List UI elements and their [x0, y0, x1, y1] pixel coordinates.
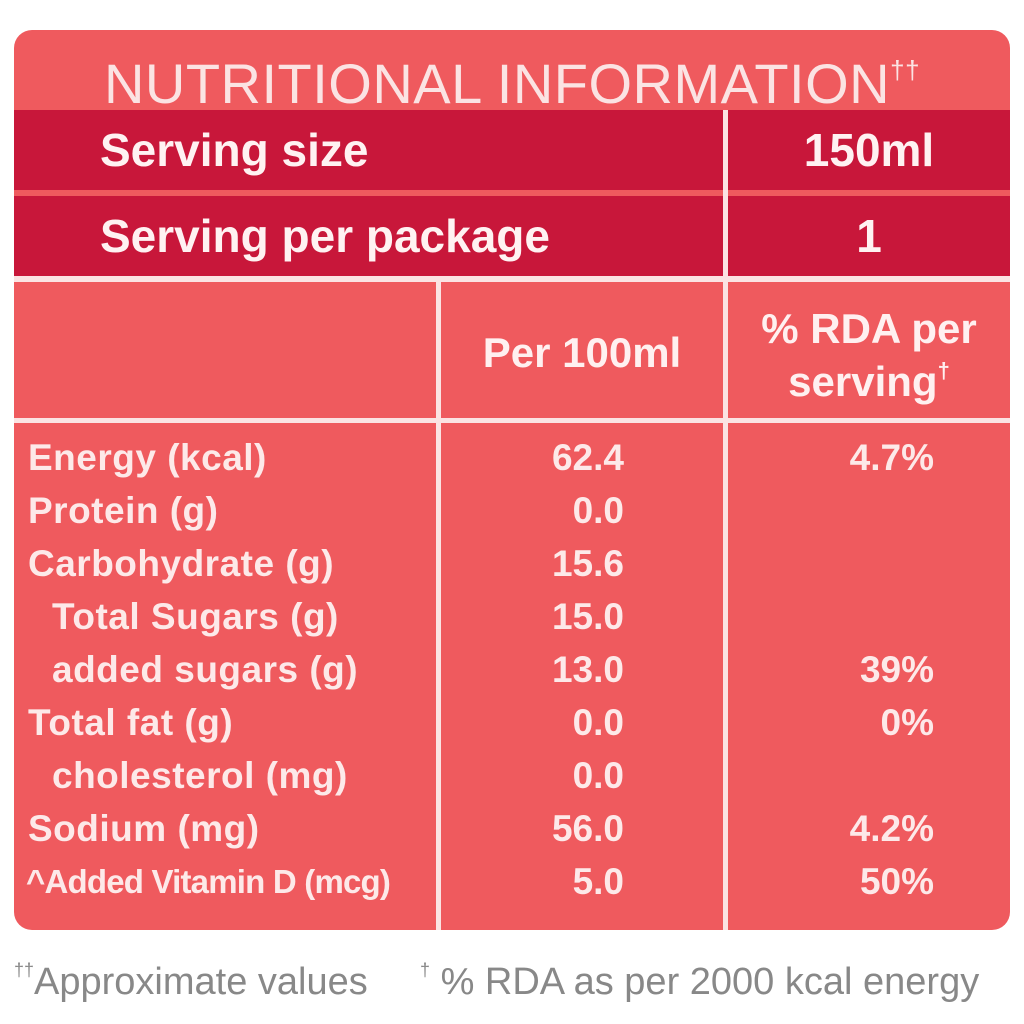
- rda-header: % RDA per serving†: [728, 308, 1010, 403]
- per-100ml-header: Per 100ml: [482, 329, 682, 376]
- rda-header-line1: % RDA per: [761, 305, 977, 352]
- nutrient-per-100ml: 15.0: [551, 596, 624, 637]
- footnote-approx-mark: ††: [14, 960, 35, 980]
- nutrient-row-carbohydrate: Carbohydrate (g) 15.6: [14, 537, 1010, 590]
- rda-header-line2-text: serving: [788, 358, 938, 405]
- footnote-rda-mark: †: [420, 960, 431, 980]
- nutrient-name: Energy (kcal): [28, 437, 267, 478]
- nutrient-row-total-sugars: Total Sugars (g) 15.0: [14, 590, 1010, 643]
- nutrient-rda: 39%: [859, 649, 934, 690]
- nutrient-name: cholesterol (mg): [52, 755, 348, 796]
- nutrient-per-100ml: 56.0: [551, 808, 624, 849]
- nutrient-rda: 4.2%: [849, 808, 934, 849]
- title-footnote-mark: ††: [890, 55, 921, 85]
- column-header-divider: [14, 418, 1010, 423]
- rda-header-line2: serving†: [728, 350, 1010, 403]
- nutrient-rda: 0%: [880, 702, 934, 743]
- nutrient-row-cholesterol: cholesterol (mg) 0.0: [14, 749, 1010, 802]
- rda-header-mark: †: [937, 358, 950, 383]
- nutrient-name: Protein (g): [28, 490, 219, 531]
- servings-per-package-value: 1: [728, 196, 1010, 276]
- nutrient-name: ^Added Vitamin D (mcg): [26, 863, 391, 900]
- nutrient-row-added-sugars: added sugars (g) 13.0 39%: [14, 643, 1010, 696]
- footnote-approx-text: Approximate values: [34, 961, 368, 1003]
- nutrient-per-100ml: 15.6: [551, 543, 624, 584]
- serving-size-label: Serving size: [14, 110, 808, 190]
- nutrient-row-total-fat: Total fat (g) 0.0 0%: [14, 696, 1010, 749]
- nutrient-row-sodium: Sodium (mg) 56.0 4.2%: [14, 802, 1010, 855]
- nutrient-row-vitamin-d: ^Added Vitamin D (mcg) 5.0 50%: [14, 855, 1010, 908]
- nutrient-row-protein: Protein (g) 0.0: [14, 484, 1010, 537]
- column-divider-2: [723, 110, 728, 930]
- table-title: NUTRITIONAL INFORMATION††: [14, 30, 1010, 115]
- nutrient-name: Total Sugars (g): [52, 596, 339, 637]
- column-divider-1: [436, 282, 441, 930]
- nutrient-rda: 4.7%: [849, 437, 934, 478]
- nutrient-per-100ml: 62.4: [551, 437, 624, 478]
- footnote-approximate: ††Approximate values: [14, 942, 368, 1003]
- serving-size-value: 150ml: [728, 110, 1010, 190]
- nutrient-row-energy: Energy (kcal) 62.4 4.7%: [14, 431, 1010, 484]
- footnote-rda: † % RDA as per 2000 kcal energy: [420, 942, 979, 1003]
- nutrient-name: added sugars (g): [52, 649, 359, 690]
- title-text: NUTRITIONAL INFORMATION: [103, 52, 891, 115]
- nutrient-name: Sodium (mg): [28, 808, 260, 849]
- header-divider: [14, 276, 1010, 282]
- nutrient-name: Total fat (g): [28, 702, 234, 743]
- nutrition-panel: NUTRITIONAL INFORMATION†† Serving size 1…: [14, 30, 1010, 930]
- nutrient-per-100ml: 0.0: [572, 490, 624, 531]
- nutrient-per-100ml: 5.0: [572, 861, 624, 902]
- nutrient-per-100ml: 0.0: [572, 702, 624, 743]
- nutrient-per-100ml: 0.0: [572, 755, 624, 796]
- nutrient-rda: 50%: [859, 861, 934, 902]
- nutrient-name: Carbohydrate (g): [28, 543, 335, 584]
- footnote-rda-text: % RDA as per 2000 kcal energy: [430, 961, 980, 1003]
- nutrient-per-100ml: 13.0: [551, 649, 624, 690]
- servings-per-package-label: Serving per package: [14, 196, 808, 276]
